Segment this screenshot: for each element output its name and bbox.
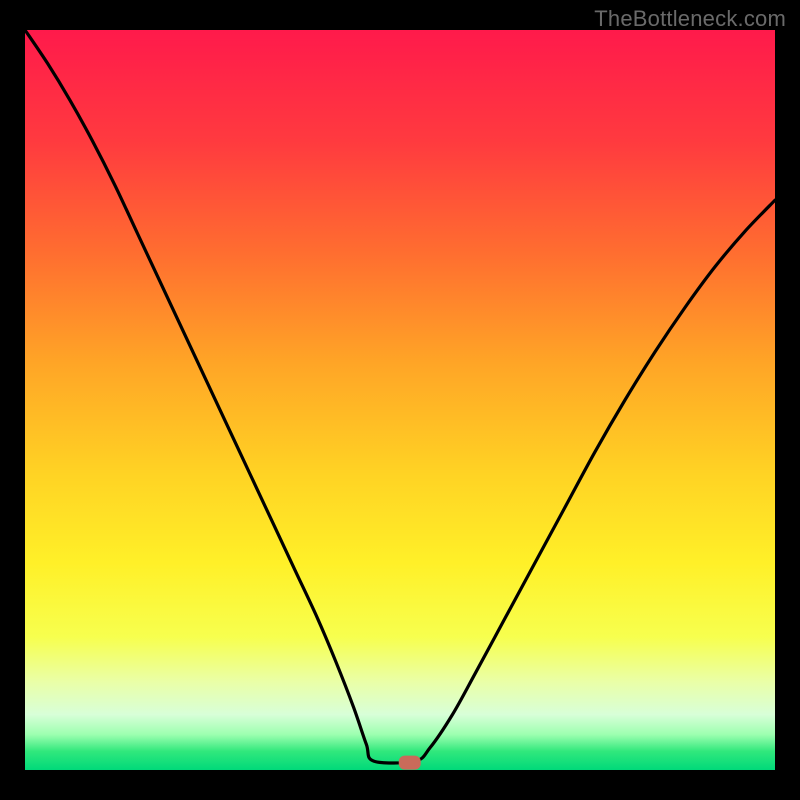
bottleneck-chart: TheBottleneck.com [0, 0, 800, 800]
plot-background [25, 30, 775, 770]
chart-svg [0, 0, 800, 800]
watermark-text: TheBottleneck.com [594, 6, 786, 32]
optimal-point-marker [399, 756, 421, 770]
